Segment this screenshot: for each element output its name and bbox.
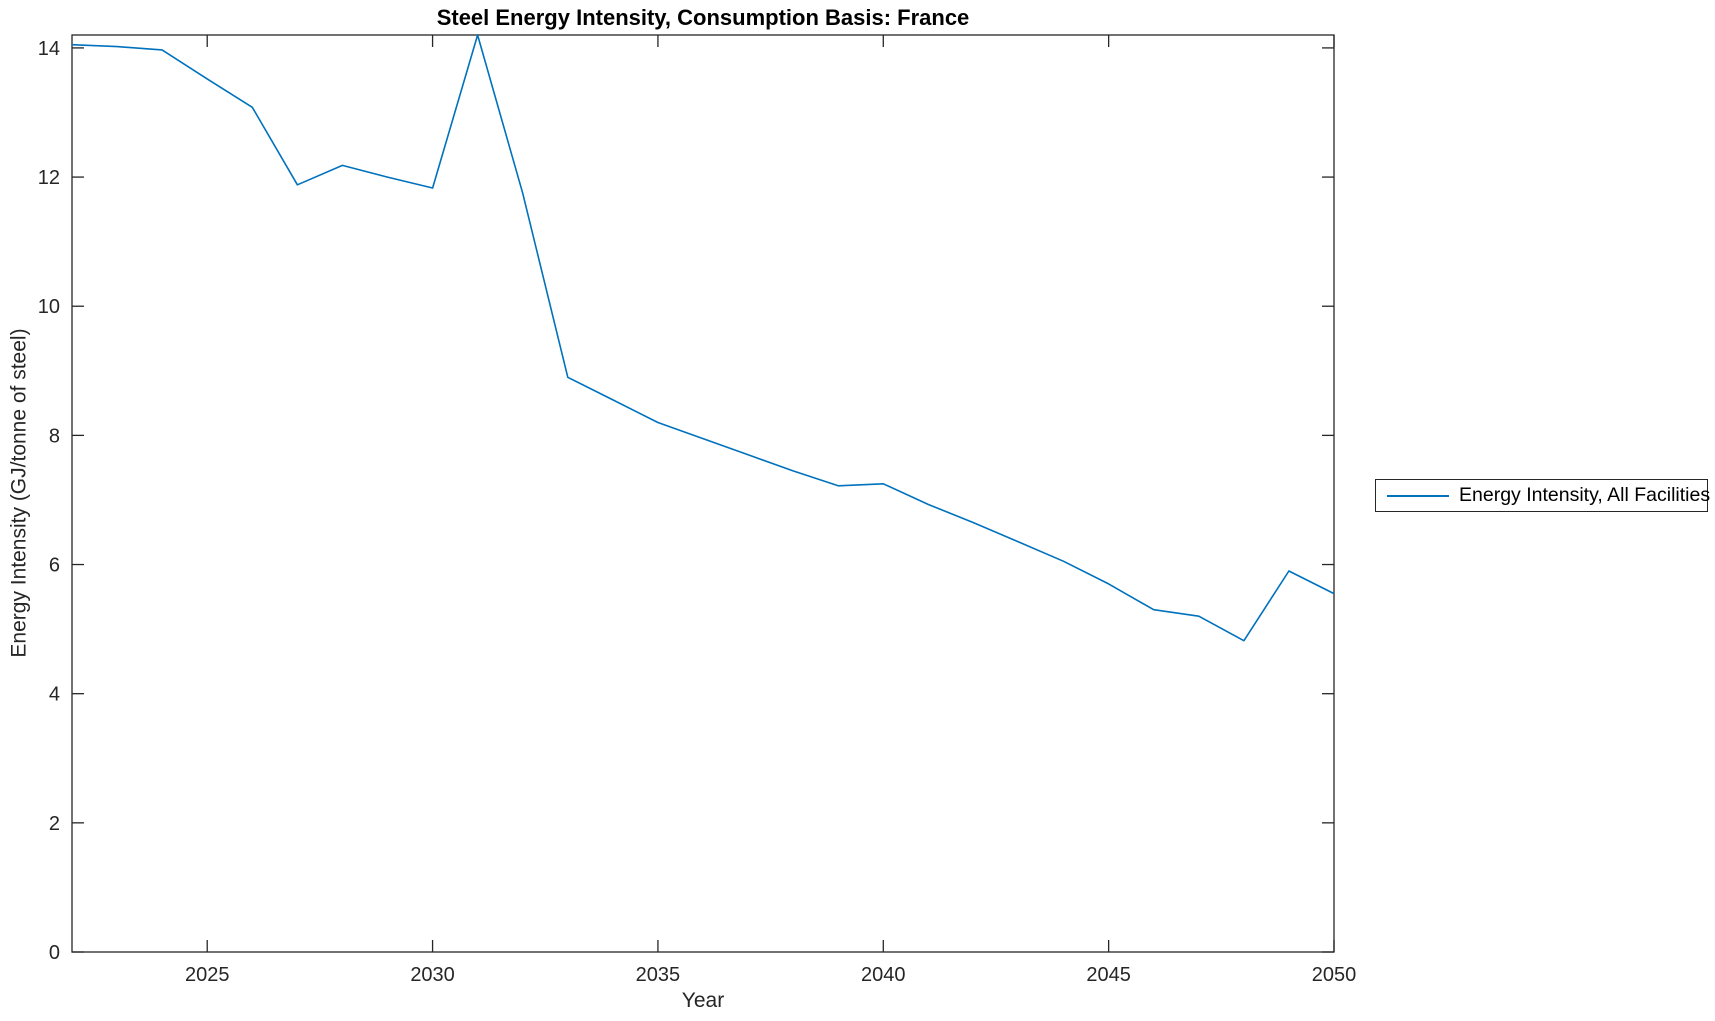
y-axis-label: Energy Intensity (GJ/tonne of steel) <box>7 328 31 658</box>
y-tick-label: 8 <box>49 425 60 447</box>
x-tick-label: 2035 <box>636 964 681 986</box>
legend: Energy Intensity, All Facilities <box>1375 479 1711 512</box>
x-tick-label: 2045 <box>1086 964 1131 986</box>
y-tick-label: 12 <box>38 167 60 189</box>
legend-line-sample <box>1387 494 1449 497</box>
x-tick-label: 2025 <box>185 964 230 986</box>
y-tick-label: 6 <box>49 555 60 577</box>
y-tick-label: 10 <box>38 296 60 318</box>
legend-label: Energy Intensity, All Facilities <box>1459 484 1711 506</box>
axes-box <box>71 34 1335 953</box>
chart-title: Steel Energy Intensity, Consumption Basi… <box>436 5 970 30</box>
y-tick-label: 0 <box>49 942 60 964</box>
x-tick-label: 2040 <box>861 964 906 986</box>
y-tick-label: 4 <box>49 684 60 706</box>
x-tick-label: 2050 <box>1312 964 1357 986</box>
x-tick-label: 2030 <box>410 964 455 986</box>
y-tick-label: 2 <box>49 813 60 835</box>
y-tick-label: 14 <box>38 38 60 60</box>
x-axis-label: Year <box>681 989 725 1012</box>
data-line <box>71 34 1335 642</box>
